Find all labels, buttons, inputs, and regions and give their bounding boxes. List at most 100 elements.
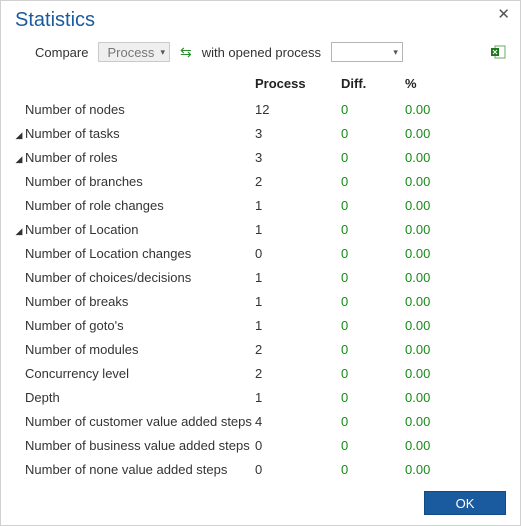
expand-toggle-icon[interactable]: ◢ [13, 154, 25, 165]
metric-label: Number of role changes [25, 198, 164, 213]
diff-value: 0 [335, 121, 399, 145]
pct-value: 0.00 [399, 289, 506, 313]
pct-value: 0.00 [399, 433, 506, 457]
table-row: Number of customer value added steps400.… [13, 409, 506, 433]
col-diff: Diff. [335, 72, 399, 97]
swap-icon[interactable]: ⇆ [180, 44, 192, 61]
metric-label: Number of business value added steps [25, 438, 250, 453]
metric-cell: Number of breaks [13, 289, 249, 313]
metric-label: Number of choices/decisions [25, 270, 191, 285]
compare-source-value: Process [107, 45, 154, 60]
process-value: 3 [249, 121, 335, 145]
metric-label: Number of Location changes [25, 246, 191, 261]
diff-value: 0 [335, 337, 399, 361]
pct-value: 0.00 [399, 361, 506, 385]
table-header-row: Process Diff. % [13, 72, 506, 97]
compare-label: Compare [35, 45, 88, 60]
diff-value: 0 [335, 241, 399, 265]
process-value: 12 [249, 97, 335, 121]
metric-cell: ◢Number of tasks [13, 121, 249, 145]
metric-label: Number of nodes [25, 102, 125, 117]
table-row: Concurrency level200.00 [13, 361, 506, 385]
metric-cell: Number of business value added steps [13, 433, 249, 457]
diff-value: 0 [335, 289, 399, 313]
diff-value: 0 [335, 97, 399, 121]
col-process: Process [249, 72, 335, 97]
metric-label: Number of breaks [25, 294, 128, 309]
metric-label: Depth [25, 390, 60, 405]
statistics-dialog: ✕ Statistics Compare Process ▾ ⇆ with op… [0, 0, 521, 526]
process-value: 3 [249, 145, 335, 169]
col-metric [13, 72, 249, 97]
export-excel-icon[interactable] [490, 44, 506, 60]
metric-cell: Number of nodes [13, 97, 249, 121]
process-value: 0 [249, 433, 335, 457]
process-value: 1 [249, 217, 335, 241]
ok-button[interactable]: OK [424, 491, 506, 515]
table-row: Number of business value added steps000.… [13, 433, 506, 457]
metric-cell: Number of none value added steps [13, 457, 249, 481]
table-row: Number of choices/decisions 100.00 [13, 265, 506, 289]
metric-cell: Concurrency level [13, 361, 249, 385]
pct-value: 0.00 [399, 337, 506, 361]
metric-label: Number of modules [25, 342, 138, 357]
pct-value: 0.00 [399, 457, 506, 481]
expand-toggle-icon[interactable]: ◢ [13, 226, 25, 237]
process-value: 1 [249, 313, 335, 337]
diff-value: 0 [335, 265, 399, 289]
table-row: Number of branches200.00 [13, 169, 506, 193]
metric-label: Number of customer value added steps [25, 414, 252, 429]
pct-value: 0.00 [399, 97, 506, 121]
process-value: 2 [249, 169, 335, 193]
chevron-down-icon: ▾ [160, 47, 165, 58]
table-row: ◢Number of Location100.00 [13, 217, 506, 241]
table-row: ◢Number of tasks300.00 [13, 121, 506, 145]
diff-value: 0 [335, 433, 399, 457]
diff-value: 0 [335, 193, 399, 217]
diff-value: 0 [335, 217, 399, 241]
metric-cell: Number of role changes [13, 193, 249, 217]
pct-value: 0.00 [399, 265, 506, 289]
pct-value: 0.00 [399, 241, 506, 265]
close-button[interactable]: ✕ [497, 7, 510, 22]
table-row: Number of role changes 100.00 [13, 193, 506, 217]
metric-cell: ◢Number of roles [13, 145, 249, 169]
diff-value: 0 [335, 145, 399, 169]
compare-source-dropdown[interactable]: Process ▾ [98, 42, 170, 62]
col-pct: % [399, 72, 506, 97]
diff-value: 0 [335, 409, 399, 433]
pct-value: 0.00 [399, 313, 506, 337]
pct-value: 0.00 [399, 409, 506, 433]
metric-cell: Number of modules [13, 337, 249, 361]
process-value: 4 [249, 409, 335, 433]
process-value: 0 [249, 457, 335, 481]
process-value: 1 [249, 265, 335, 289]
pct-value: 0.00 [399, 217, 506, 241]
diff-value: 0 [335, 313, 399, 337]
process-value: 2 [249, 361, 335, 385]
table-row: Number of none value added steps000.00 [13, 457, 506, 481]
toolbar: Compare Process ▾ ⇆ with opened process … [1, 36, 520, 72]
dialog-title: Statistics [1, 1, 520, 36]
metric-label: Number of branches [25, 174, 143, 189]
metric-label: Number of none value added steps [25, 462, 227, 477]
diff-value: 0 [335, 361, 399, 385]
pct-value: 0.00 [399, 169, 506, 193]
metric-label: Number of tasks [25, 126, 120, 141]
process-value: 1 [249, 193, 335, 217]
table-row: Number of breaks100.00 [13, 289, 506, 313]
metric-cell: Number of choices/decisions [13, 265, 249, 289]
process-value: 1 [249, 385, 335, 409]
compare-target-dropdown[interactable]: ▾ [331, 42, 403, 62]
pct-value: 0.00 [399, 193, 506, 217]
table-row: ◢Number of roles300.00 [13, 145, 506, 169]
dialog-footer: OK [424, 491, 506, 515]
table-row: Depth100.00 [13, 385, 506, 409]
metric-cell: Number of customer value added steps [13, 409, 249, 433]
metric-cell: Depth [13, 385, 249, 409]
pct-value: 0.00 [399, 385, 506, 409]
compare-target-label: with opened process [202, 45, 321, 60]
expand-toggle-icon[interactable]: ◢ [13, 130, 25, 141]
stats-table-wrap: Process Diff. % Number of nodes1200.00◢N… [1, 72, 520, 481]
stats-table: Process Diff. % Number of nodes1200.00◢N… [13, 72, 506, 481]
